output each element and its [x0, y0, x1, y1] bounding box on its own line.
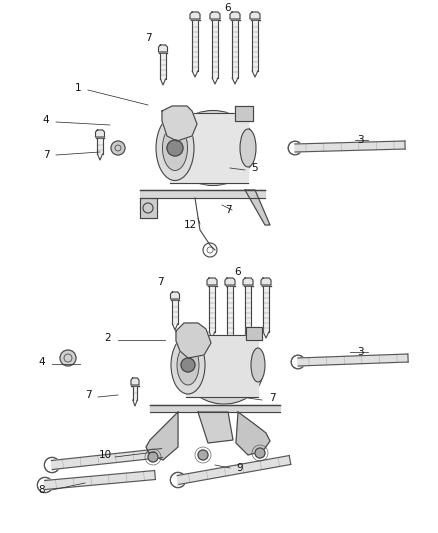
- Text: 9: 9: [237, 463, 244, 473]
- Polygon shape: [52, 449, 162, 470]
- Polygon shape: [198, 412, 233, 443]
- Circle shape: [198, 450, 208, 460]
- Polygon shape: [177, 472, 179, 488]
- Circle shape: [167, 140, 183, 156]
- Polygon shape: [150, 405, 280, 412]
- Polygon shape: [243, 278, 253, 285]
- Circle shape: [148, 452, 158, 462]
- Polygon shape: [146, 412, 178, 460]
- Polygon shape: [250, 12, 260, 19]
- Text: 7: 7: [268, 393, 276, 403]
- Ellipse shape: [170, 110, 255, 185]
- Polygon shape: [51, 457, 53, 473]
- Polygon shape: [298, 354, 408, 366]
- Polygon shape: [173, 301, 177, 324]
- Polygon shape: [170, 113, 248, 183]
- Polygon shape: [140, 198, 157, 218]
- Polygon shape: [159, 45, 167, 52]
- Text: 3: 3: [357, 347, 363, 357]
- Polygon shape: [160, 54, 166, 79]
- Ellipse shape: [251, 348, 265, 382]
- Polygon shape: [133, 387, 137, 400]
- Circle shape: [181, 358, 195, 372]
- Polygon shape: [45, 471, 155, 489]
- Polygon shape: [162, 106, 197, 141]
- Polygon shape: [245, 190, 270, 225]
- Polygon shape: [245, 287, 251, 337]
- Text: 1: 1: [75, 83, 81, 93]
- Polygon shape: [44, 478, 46, 492]
- Polygon shape: [192, 21, 198, 71]
- Text: 3: 3: [357, 135, 363, 145]
- Text: 6: 6: [225, 3, 231, 13]
- Polygon shape: [246, 327, 262, 340]
- Polygon shape: [98, 139, 102, 154]
- Text: 10: 10: [99, 450, 112, 460]
- Ellipse shape: [177, 345, 199, 385]
- Polygon shape: [225, 278, 235, 285]
- Polygon shape: [295, 141, 405, 152]
- Polygon shape: [236, 412, 270, 455]
- Text: 4: 4: [42, 115, 49, 125]
- Circle shape: [111, 141, 125, 155]
- Polygon shape: [227, 287, 233, 337]
- Text: 2: 2: [105, 333, 111, 343]
- Polygon shape: [95, 130, 105, 137]
- Polygon shape: [212, 21, 218, 78]
- Ellipse shape: [156, 116, 194, 181]
- Circle shape: [255, 448, 265, 458]
- Text: 6: 6: [235, 267, 241, 277]
- Polygon shape: [170, 292, 180, 299]
- Polygon shape: [261, 278, 271, 285]
- Polygon shape: [210, 12, 220, 19]
- Ellipse shape: [162, 125, 187, 171]
- Text: 7: 7: [225, 205, 231, 215]
- Text: 7: 7: [157, 277, 163, 287]
- Polygon shape: [252, 21, 258, 71]
- Polygon shape: [230, 12, 240, 19]
- Polygon shape: [209, 287, 215, 332]
- Ellipse shape: [171, 336, 205, 394]
- Text: 5: 5: [252, 163, 258, 173]
- Polygon shape: [263, 287, 269, 332]
- Circle shape: [60, 350, 76, 366]
- Text: 7: 7: [42, 150, 49, 160]
- Polygon shape: [186, 335, 258, 397]
- Polygon shape: [140, 190, 265, 198]
- Polygon shape: [235, 106, 253, 121]
- Text: 12: 12: [184, 220, 197, 230]
- Polygon shape: [190, 12, 200, 19]
- Text: 8: 8: [39, 485, 45, 495]
- Text: 7: 7: [85, 390, 91, 400]
- Ellipse shape: [183, 336, 263, 404]
- Polygon shape: [232, 21, 238, 78]
- Text: 4: 4: [39, 357, 45, 367]
- Polygon shape: [177, 456, 291, 484]
- Polygon shape: [131, 378, 139, 385]
- Polygon shape: [207, 278, 217, 285]
- Text: 7: 7: [145, 33, 151, 43]
- Polygon shape: [176, 323, 211, 358]
- Ellipse shape: [240, 129, 256, 167]
